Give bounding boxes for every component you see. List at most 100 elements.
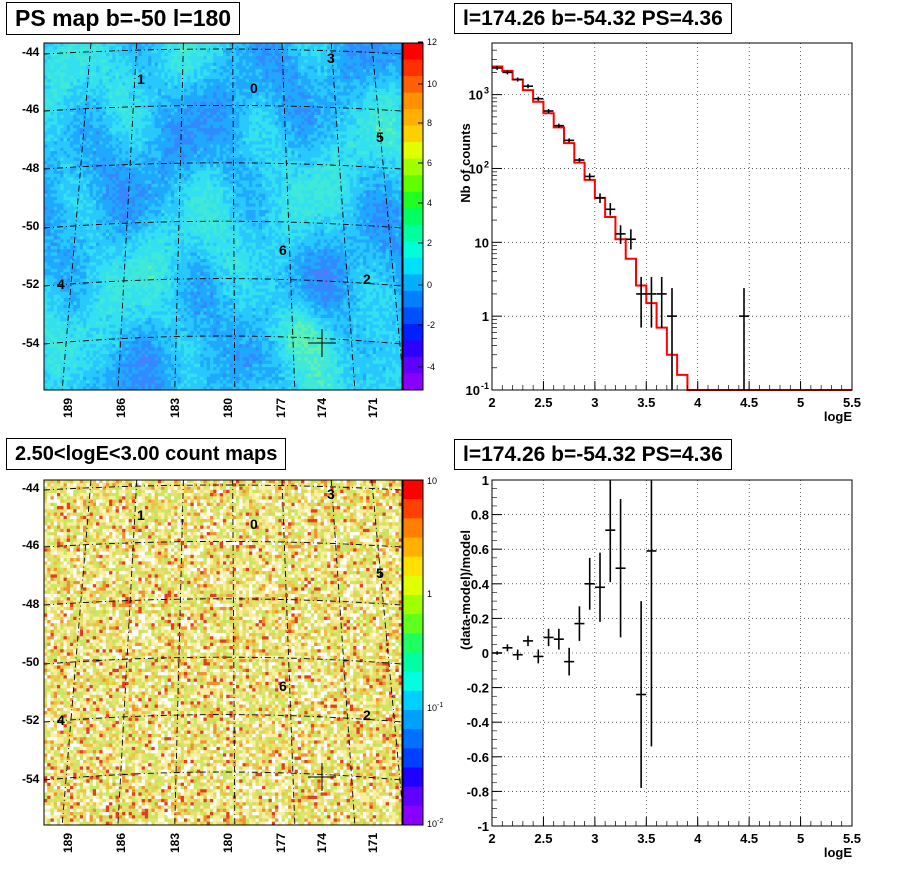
- colorbar: [403, 43, 423, 391]
- x-axis-label: logE: [824, 845, 852, 860]
- data-point: [605, 203, 616, 216]
- map-x-tick-label: 183: [168, 833, 182, 853]
- x-tick-label: 3.5: [637, 831, 655, 846]
- map-meridian-line: [371, 479, 405, 826]
- colorbar-tick-label: 10: [427, 476, 437, 486]
- x-tick-label: 2.5: [534, 831, 552, 846]
- map-y-tick-label: -52: [22, 277, 40, 291]
- y-tick-label: 0.8: [471, 508, 489, 523]
- map-y-tick-label: -54: [22, 772, 40, 786]
- x-tick-label: 2.5: [534, 395, 552, 410]
- map-x-tick-label: 171: [366, 398, 380, 418]
- source-label: 6: [279, 678, 287, 694]
- data-point: [615, 225, 626, 244]
- residual-point: [512, 649, 523, 660]
- map-x-tick-label: 180: [221, 833, 235, 853]
- map-x-tick-label: 171: [366, 833, 380, 853]
- colorbar-segment: [403, 499, 423, 519]
- x-tick-label: 4.5: [740, 831, 758, 846]
- map-x-tick-label: 177: [274, 833, 288, 853]
- data-point: [667, 288, 677, 390]
- y-tick-label: 1: [482, 309, 489, 324]
- map-y-tick-label: -54: [22, 336, 40, 350]
- map-meridian-line: [117, 479, 138, 826]
- x-tick-label: 4: [694, 395, 702, 410]
- data-point: [636, 276, 647, 328]
- data-point: [553, 123, 564, 128]
- map-y-tick-label: -44: [22, 45, 40, 59]
- count-map-title: 2.50<logE<3.00 count maps: [6, 438, 287, 470]
- colorbar-segment: [403, 109, 423, 127]
- source-label: 0: [250, 516, 258, 532]
- residual-point: [584, 557, 595, 610]
- plot-frame: [491, 42, 853, 391]
- colorbar-tick-label: 6: [427, 158, 432, 168]
- count-map-plot: -44 -46 -48 -50 -52 -54 189 186 183 180 177 174 171 0…: [22, 476, 443, 853]
- data-point: [646, 276, 657, 328]
- source-label: 5: [376, 129, 384, 145]
- colorbar-segment: [403, 323, 423, 341]
- colorbar-tick-label: 12: [427, 37, 437, 47]
- data-point: [564, 138, 575, 143]
- y-tick-label: 0.6: [471, 542, 489, 557]
- source-label: 1: [137, 507, 145, 523]
- residual-point: [595, 552, 605, 622]
- colorbar-segment: [403, 633, 423, 653]
- colorbar-tick-label: -2: [427, 320, 435, 330]
- residual-point: [574, 606, 585, 641]
- map-meridian-line: [371, 42, 405, 391]
- model-histogram: [492, 65, 852, 391]
- map-meridian-line: [61, 42, 92, 391]
- colorbar-segment: [403, 76, 423, 94]
- map-y-tick-label: -46: [22, 102, 40, 116]
- source-label: 2: [363, 271, 371, 287]
- y-tick-label: -1: [477, 819, 489, 834]
- x-tick-label: 4.5: [740, 395, 758, 410]
- colorbar-segment: [403, 805, 423, 826]
- map-y-tick-label: -48: [22, 597, 40, 611]
- map-meridian-line: [330, 42, 356, 391]
- residual-point: [502, 644, 513, 652]
- colorbar-segment: [403, 480, 423, 500]
- map-meridian-line: [174, 42, 184, 391]
- data-point: [492, 65, 503, 70]
- colorbar-segment: [403, 158, 423, 176]
- source-label: 2: [363, 707, 371, 723]
- colorbar-segment: [403, 43, 423, 61]
- x-tick-label: 5: [797, 395, 804, 410]
- data-point: [739, 288, 749, 390]
- map-x-tick-label: 180: [221, 398, 235, 418]
- x-tick-label: 4: [694, 831, 702, 846]
- residual-point: [553, 628, 564, 650]
- colorbar-tick-label: -4: [427, 362, 435, 372]
- grid: [492, 480, 852, 826]
- colorbar-segment: [403, 224, 423, 242]
- x-axis-label: logE: [824, 409, 852, 424]
- data-point: [533, 96, 544, 101]
- residual-point: [533, 649, 544, 664]
- y-tick-exponent: 2: [484, 159, 489, 169]
- data-point: [523, 84, 533, 89]
- map-frame: [43, 479, 403, 826]
- source-label: 3: [327, 50, 335, 66]
- colorbar-segment: [403, 671, 423, 692]
- y-tick-label: 0: [482, 646, 489, 661]
- colorbar-segment: [403, 537, 423, 558]
- spectrum-panel: 2 2.5 3 3.5 4 4.5 5 5.5 10 -1 1 10 10 2 10 3 logE Nb of c…: [449, 0, 898, 435]
- y-tick-label: 1: [482, 473, 489, 488]
- data-point: [584, 173, 595, 180]
- colorbar-segment: [403, 125, 423, 143]
- colorbar-segment: [403, 556, 423, 577]
- map-meridian-line: [232, 479, 236, 826]
- residual-title: l=174.26 b=-54.32 PS=4.36: [454, 439, 732, 470]
- x-tick-label: 3: [591, 395, 598, 410]
- ps-map-title: PS map b=-50 l=180: [6, 2, 241, 35]
- x-tick-label: 5.5: [843, 395, 861, 410]
- colorbar-segment: [403, 356, 423, 374]
- data-point: [502, 70, 513, 75]
- x-tick-label: 3: [591, 831, 598, 846]
- data-point: [656, 276, 667, 328]
- map-y-tick-label: -46: [22, 538, 40, 552]
- map-x-tick-label: 177: [274, 398, 288, 418]
